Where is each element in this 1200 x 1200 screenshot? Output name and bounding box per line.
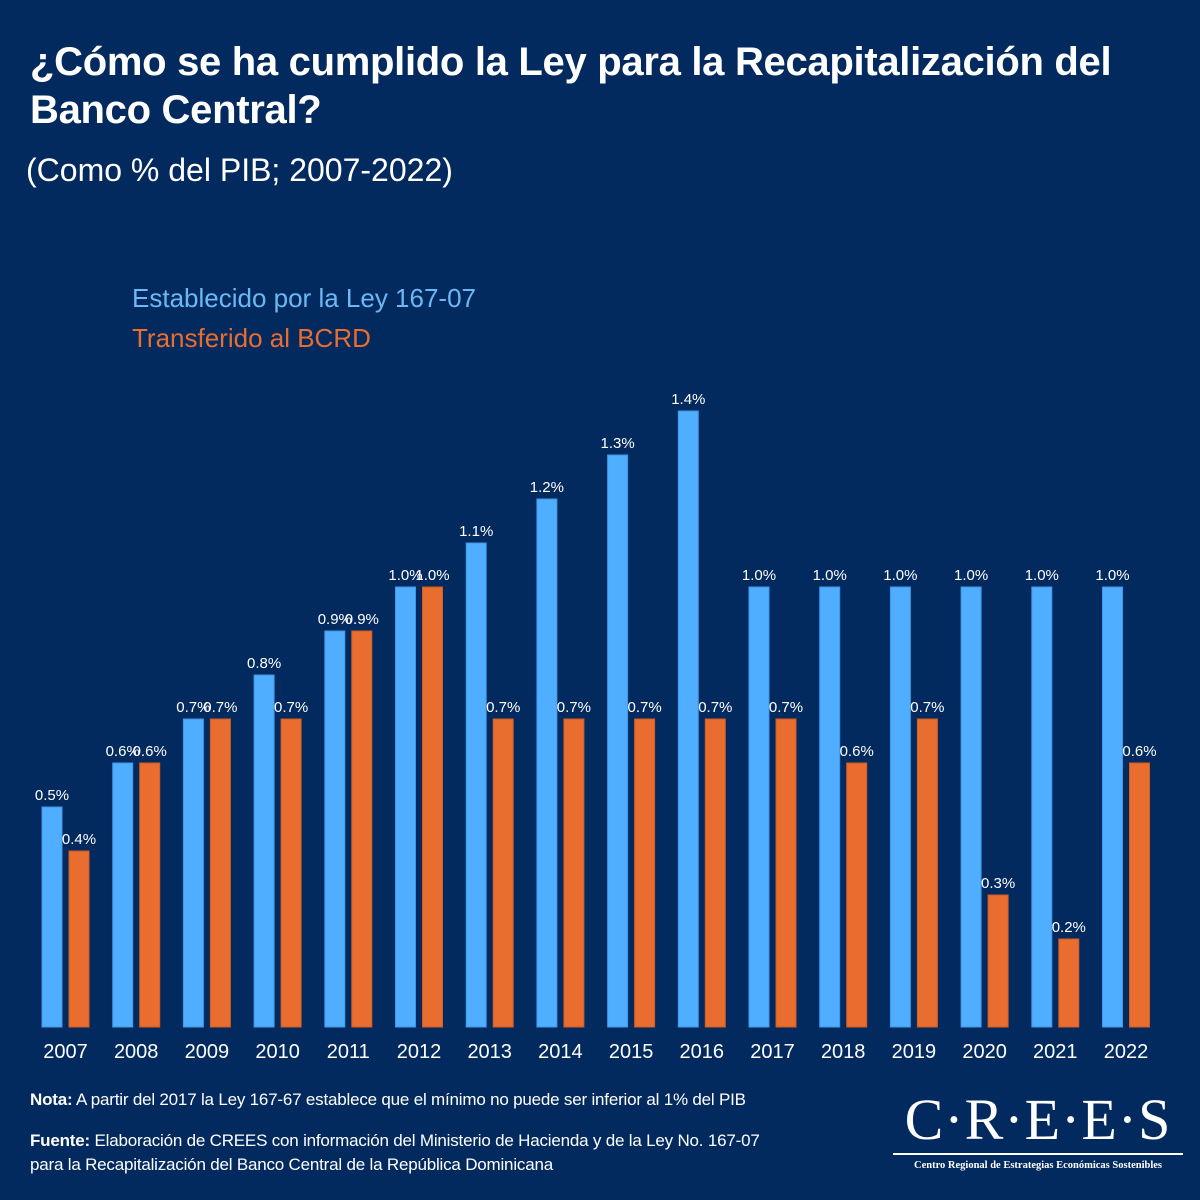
data-label-transferido-2015: 0.7%: [627, 699, 661, 716]
bar-transferido-2018: [846, 762, 868, 1028]
data-label-transferido-2014: 0.7%: [557, 699, 591, 716]
bar-transferido-2012: [422, 586, 443, 1028]
bar-transferido-2022: [1129, 762, 1150, 1028]
bar-establecido-2012: [395, 586, 416, 1028]
data-label-establecido-2015: 1.3%: [600, 435, 634, 452]
bar-establecido-2010: [253, 674, 275, 1028]
bar-establecido-2019: [889, 586, 911, 1028]
data-label-transferido-2008: 0.6%: [133, 743, 167, 760]
note-body: A partir del 2017 la Ley 167-67 establec…: [72, 1090, 746, 1109]
bar-establecido-2016: [677, 410, 699, 1028]
logo-tagline: Centro Regional de Estrategias Económica…: [913, 1160, 1162, 1171]
bar-establecido-2009: [182, 718, 204, 1028]
data-label-establecido-2009: 0.7%: [176, 699, 210, 716]
data-label-establecido-2012: 1.0%: [388, 567, 422, 584]
data-label-establecido-2010: 0.8%: [247, 655, 281, 672]
data-label-establecido-2017: 1.0%: [742, 567, 776, 584]
data-label-transferido-2020: 0.3%: [981, 875, 1015, 892]
data-label-establecido-2014: 1.2%: [530, 479, 564, 496]
x-tick-label-2014: 2014: [538, 1041, 583, 1063]
data-label-transferido-2022: 0.6%: [1122, 743, 1156, 760]
source-text: Fuente: Elaboración de CREES con informa…: [30, 1129, 760, 1153]
data-label-establecido-2018: 1.0%: [813, 567, 847, 584]
x-tick-label-2022: 2022: [1104, 1041, 1149, 1063]
data-label-establecido-2008: 0.6%: [106, 743, 140, 760]
bar-transferido-2017: [775, 718, 797, 1028]
bar-establecido-2008: [112, 762, 134, 1028]
data-label-transferido-2011: 0.9%: [345, 611, 379, 628]
logo-wordmark: C·R·E·E·S: [904, 1087, 1172, 1152]
bar-transferido-2008: [139, 762, 161, 1028]
bar-establecido-2021: [1031, 586, 1053, 1028]
bar-transferido-2011: [351, 630, 373, 1028]
data-label-transferido-2009: 0.7%: [203, 699, 237, 716]
x-tick-label-2009: 2009: [185, 1041, 230, 1063]
note-label: Nota:: [30, 1090, 73, 1109]
page-title: ¿Cómo se ha cumplido la Ley para la Reca…: [30, 40, 1112, 132]
source-label: Fuente:: [30, 1131, 90, 1150]
source-body-line1: Elaboración de CREES con información del…: [89, 1131, 760, 1150]
data-label-establecido-2020: 1.0%: [954, 567, 988, 584]
data-label-transferido-2021: 0.2%: [1052, 919, 1086, 936]
bar-establecido-2013: [465, 542, 487, 1028]
bar-transferido-2016: [704, 718, 726, 1028]
data-label-establecido-2016: 1.4%: [671, 391, 705, 408]
crees-logo: C·R·E·E·S Centro Regional de Estrategias…: [893, 1087, 1183, 1171]
bar-establecido-2007: [41, 806, 63, 1028]
data-label-transferido-2007: 0.4%: [62, 831, 96, 848]
data-label-transferido-2018: 0.6%: [840, 743, 874, 760]
x-tick-label-2018: 2018: [821, 1041, 866, 1063]
bar-establecido-2022: [1102, 586, 1123, 1028]
bar-establecido-2015: [607, 454, 629, 1028]
legend-item-establecido: Establecido por la Ley 167-07: [132, 283, 477, 313]
bar-establecido-2014: [536, 498, 558, 1028]
bar-transferido-2013: [492, 718, 514, 1028]
data-label-transferido-2010: 0.7%: [274, 699, 308, 716]
bar-establecido-2011: [324, 630, 346, 1028]
note-text: Nota: A partir del 2017 la Ley 167-67 es…: [30, 1088, 746, 1112]
x-tick-label-2020: 2020: [962, 1041, 1007, 1063]
bar-chart: 0.5%0.4%20070.6%0.6%20080.7%0.7%20090.8%…: [35, 391, 1157, 1063]
data-label-establecido-2019: 1.0%: [883, 567, 917, 584]
x-tick-label-2008: 2008: [114, 1041, 159, 1063]
bar-transferido-2019: [916, 718, 938, 1028]
source-text-line2: para la Recapitalización del Banco Centr…: [30, 1155, 553, 1174]
data-label-establecido-2011: 0.9%: [318, 611, 352, 628]
legend-item-transferido: Transferido al BCRD: [132, 323, 371, 353]
x-tick-label-2007: 2007: [43, 1041, 88, 1063]
x-tick-label-2015: 2015: [609, 1041, 654, 1063]
data-label-establecido-2022: 1.0%: [1095, 567, 1129, 584]
data-label-transferido-2017: 0.7%: [769, 699, 803, 716]
bar-transferido-2007: [68, 850, 90, 1028]
bar-establecido-2020: [960, 586, 982, 1028]
bar-transferido-2015: [634, 718, 656, 1028]
bar-transferido-2021: [1058, 938, 1080, 1028]
data-label-transferido-2012: 1.0%: [415, 567, 449, 584]
x-tick-label-2021: 2021: [1033, 1041, 1078, 1063]
bar-establecido-2017: [748, 586, 770, 1028]
data-label-establecido-2021: 1.0%: [1025, 567, 1059, 584]
bar-transferido-2014: [563, 718, 585, 1028]
x-tick-label-2019: 2019: [892, 1041, 937, 1063]
data-label-establecido-2013: 1.1%: [459, 523, 493, 540]
bar-establecido-2018: [819, 586, 841, 1028]
x-tick-label-2011: 2011: [327, 1041, 370, 1063]
x-tick-label-2016: 2016: [680, 1041, 725, 1063]
bar-transferido-2009: [209, 718, 231, 1028]
bar-transferido-2010: [280, 718, 302, 1028]
x-tick-label-2017: 2017: [750, 1041, 795, 1063]
x-tick-label-2012: 2012: [397, 1041, 442, 1063]
data-label-transferido-2016: 0.7%: [698, 699, 732, 716]
data-label-establecido-2007: 0.5%: [35, 787, 69, 804]
x-tick-label-2013: 2013: [467, 1041, 512, 1063]
page-subtitle: (Como % del PIB; 2007-2022): [26, 152, 453, 188]
bar-transferido-2020: [987, 894, 1009, 1028]
x-tick-label-2010: 2010: [255, 1041, 300, 1063]
data-label-transferido-2019: 0.7%: [910, 699, 944, 716]
logo-divider: [893, 1153, 1183, 1155]
data-label-transferido-2013: 0.7%: [486, 699, 520, 716]
